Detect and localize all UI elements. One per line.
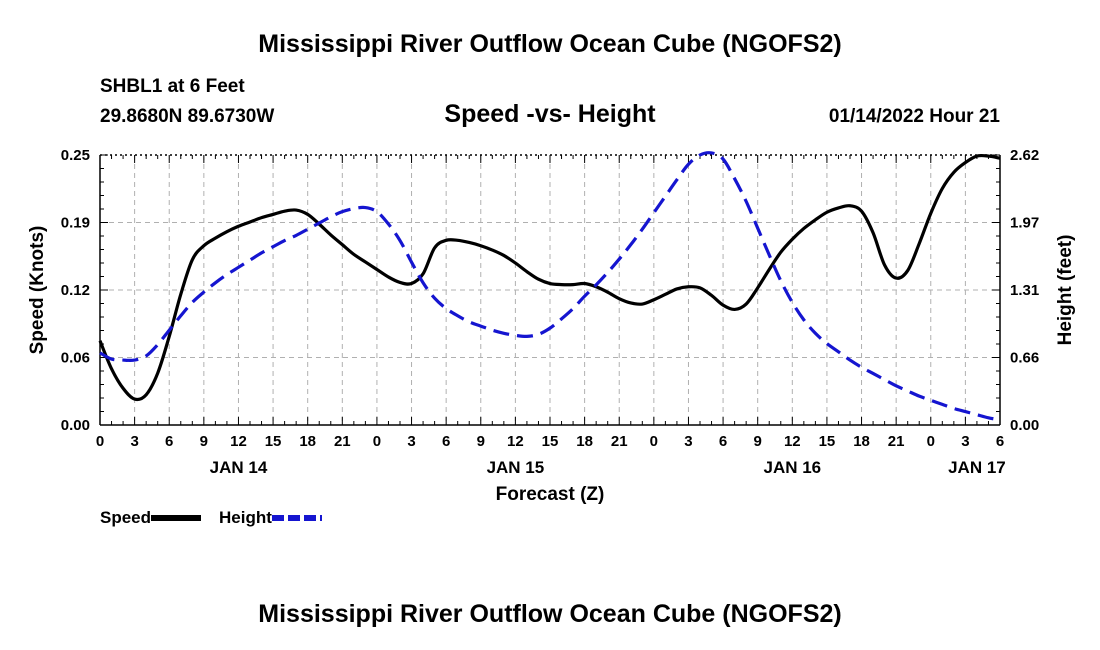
x-tick-label: 9 <box>477 433 485 450</box>
x-day-label: JAN 16 <box>763 458 821 477</box>
grid-layer <box>100 155 1000 425</box>
x-tick-label: 6 <box>719 433 727 450</box>
y2-tick-label: 0.00 <box>1010 417 1039 434</box>
y2-axis-title: Height (feet) <box>1055 235 1076 346</box>
y2-tick-label: 1.97 <box>1010 215 1039 232</box>
y2-tick-label: 0.66 <box>1010 350 1039 367</box>
x-tick-label: 12 <box>230 433 247 450</box>
x-tick-label: 6 <box>996 433 1004 450</box>
chart-subtitle: Speed -vs- Height <box>444 100 656 128</box>
y-axis-title: Speed (Knots) <box>27 226 48 355</box>
x-tick-label: 6 <box>165 433 173 450</box>
legend-height-swatch <box>271 515 322 521</box>
speed-series-line <box>98 153 1001 402</box>
y-tick-label: 0.06 <box>61 350 90 367</box>
x-day-label: JAN 14 <box>210 458 268 477</box>
series-layer <box>98 151 1001 422</box>
x-tick-label: 6 <box>442 433 450 450</box>
x-tick-label: 21 <box>611 433 628 450</box>
chart-main-title: Mississippi River Outflow Ocean Cube (NG… <box>258 30 842 58</box>
station-label: SHBL1 at 6 Feet <box>100 76 245 97</box>
x-tick-label: 12 <box>784 433 801 450</box>
label-layer: 0 3 6 9 12 15 18 21 0 3 6 9 12 15 18 21 0 3 6 9 12 15 18 21 0 3 6 J… <box>27 147 1076 505</box>
y-tick-label: 0.12 <box>61 282 90 299</box>
x-tick-label: 18 <box>576 433 593 450</box>
x-tick-label: 0 <box>650 433 658 450</box>
x-tick-label: 0 <box>373 433 381 450</box>
x-tick-label: 18 <box>299 433 316 450</box>
height-series-line <box>99 151 1001 422</box>
x-tick-label: 9 <box>200 433 208 450</box>
x-axis-title: Forecast (Z) <box>496 484 605 505</box>
legend-speed-swatch <box>151 515 202 521</box>
x-tick-label: 0 <box>927 433 935 450</box>
x-tick-label: 21 <box>888 433 905 450</box>
x-tick-label: 12 <box>507 433 524 450</box>
footer-title: Mississippi River Outflow Ocean Cube (NG… <box>258 600 842 628</box>
y-tick-label: 0.25 <box>61 147 90 164</box>
legend-height-label: Height <box>219 508 272 527</box>
x-tick-label: 3 <box>407 433 415 450</box>
x-tick-label: 15 <box>265 433 282 450</box>
x-tick-label: 15 <box>819 433 836 450</box>
x-tick-label: 3 <box>684 433 692 450</box>
x-day-label: JAN 15 <box>487 458 545 477</box>
legend-speed-label: Speed <box>100 508 152 527</box>
x-day-label: JAN 17 <box>948 458 1006 477</box>
x-tick-label: 3 <box>961 433 969 450</box>
axis-layer <box>99 154 1001 426</box>
x-tick-label: 21 <box>334 433 351 450</box>
station-coordinates: 29.8680N 89.6730W <box>100 106 275 127</box>
y-tick-label: 0.00 <box>61 417 90 434</box>
x-tick-label: 0 <box>96 433 104 450</box>
y-tick-label: 0.19 <box>61 215 90 232</box>
x-tick-label: 3 <box>130 433 138 450</box>
x-tick-label: 9 <box>754 433 762 450</box>
y2-tick-label: 1.31 <box>1010 282 1039 299</box>
x-tick-label: 18 <box>853 433 870 450</box>
y2-tick-label: 2.62 <box>1010 147 1039 164</box>
forecast-datetime: 01/14/2022 Hour 21 <box>828 106 1000 127</box>
chart-legend: Speed Height <box>100 508 340 528</box>
x-tick-label: 15 <box>542 433 559 450</box>
